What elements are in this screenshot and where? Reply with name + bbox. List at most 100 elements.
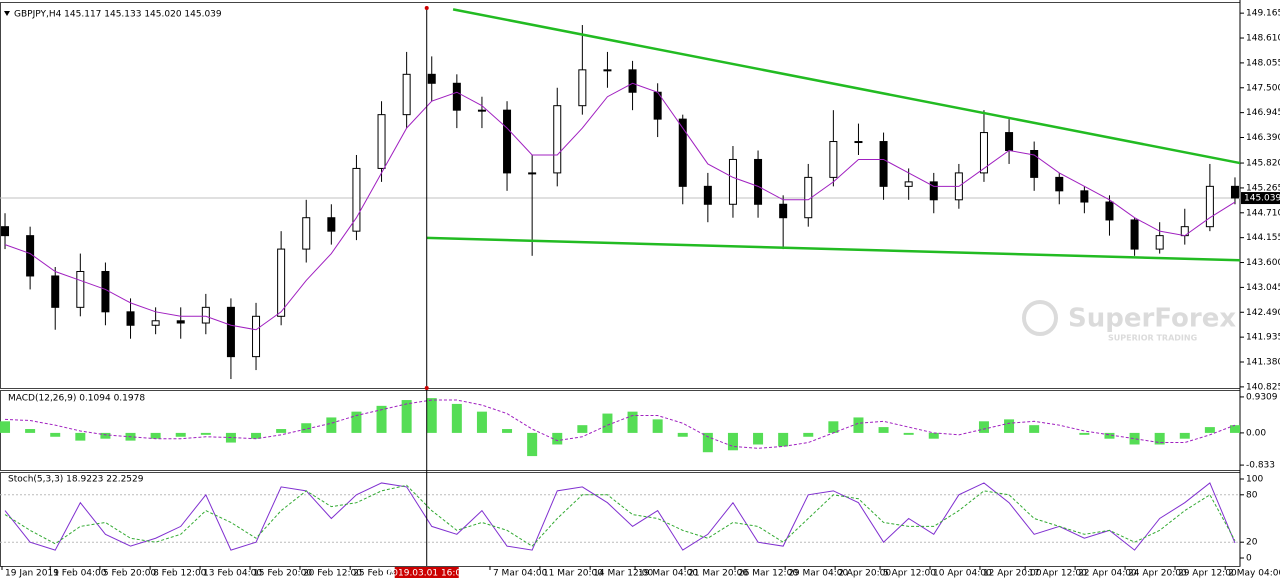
candle-body (201, 306, 210, 324)
candle-body (1155, 235, 1164, 250)
candle-body (226, 306, 235, 358)
macd-bar (502, 429, 513, 433)
x-tick-label: 15 Feb 20:00 (253, 569, 312, 579)
macd-bar (351, 411, 362, 433)
macd-bar (652, 419, 663, 433)
candle-body (352, 167, 361, 232)
stoch-main (4, 482, 1236, 551)
y-tick-label: 140.825 (1246, 382, 1280, 392)
candle-body (854, 141, 863, 144)
macd-bar (1029, 425, 1040, 433)
candle-body (302, 217, 311, 250)
macd-bar (527, 432, 538, 457)
macd-bar (200, 432, 211, 435)
x-tick-label: 26 Mar 12:00 (738, 569, 798, 579)
y-tick-label: -0.833 (1246, 461, 1275, 471)
y-tick-label: 146.390 (1246, 133, 1280, 143)
candle-body (1105, 201, 1114, 221)
macd-bar (627, 411, 638, 433)
crosshair-dot (424, 6, 429, 10)
candle-body (528, 172, 537, 175)
candle-body (904, 181, 913, 187)
candle-body (1130, 219, 1139, 250)
chart-title: GBPJPY,H4 145.117 145.133 145.020 145.03… (14, 10, 222, 20)
macd-bar (803, 432, 814, 437)
y-tick-label: 100 (1246, 475, 1263, 485)
macd-bar (50, 432, 61, 437)
macd-bar (251, 432, 262, 439)
candle-body (176, 320, 185, 324)
y-tick-label: 0.00 (1246, 428, 1266, 438)
y-tick-label: 20 (1246, 538, 1258, 548)
candle-body (151, 320, 160, 326)
x-tick-label: 1 Feb 04:00 (53, 569, 107, 579)
macd-bar (1129, 432, 1140, 445)
y-tick-label: 143.045 (1246, 283, 1280, 293)
x-tick-label: 22 Apr 04:00 (1078, 569, 1137, 579)
y-tick-label: 141.380 (1246, 358, 1280, 368)
x-tick-label: 8 Feb 12:00 (153, 569, 207, 579)
macd-bar (677, 432, 688, 437)
watermark: SuperForex SUPERIOR TRADING (1022, 300, 1236, 343)
y-tick-label: 80 (1246, 490, 1258, 500)
candle-body (879, 141, 888, 187)
crosshair-dot (424, 386, 429, 390)
macd-bar (828, 421, 839, 433)
menu-arrow[interactable] (4, 11, 10, 16)
x-tick-label: 21 Mar 20:00 (688, 569, 748, 579)
x-tick-label: 24 Apr 20:00 (1128, 569, 1187, 579)
macd-bar (602, 413, 613, 433)
y-tick-label: 0.9309 (1246, 392, 1278, 402)
macd-bar (727, 432, 738, 451)
candle-body (1230, 185, 1239, 199)
macd-bar (853, 417, 864, 433)
macd-bar (276, 429, 287, 433)
watermark-logo (1022, 300, 1058, 336)
x-tick-label: 13 Feb 04:00 (203, 569, 262, 579)
candle-body (553, 105, 562, 174)
macd-bar (1204, 427, 1215, 433)
watermark-tagline: SUPERIOR TRADING (1108, 334, 1197, 343)
y-tick-label: 143.600 (1246, 258, 1280, 268)
candle-body (728, 158, 737, 205)
crosshair-label: 2019.03.01 16:00 (387, 569, 468, 579)
candle-body (678, 118, 687, 187)
candle-body (277, 248, 286, 317)
macd-bar (778, 432, 789, 447)
macd-bar (0, 421, 11, 433)
x-tick-label: 11 Mar 20:00 (543, 569, 603, 579)
y-tick-label: 148.055 (1246, 58, 1280, 68)
macd-bar (150, 432, 161, 439)
y-tick-label: 145.820 (1246, 159, 1280, 169)
candle-body (76, 270, 85, 308)
y-tick-label: 0 (1246, 554, 1252, 564)
x-tick-label: 19 Jan 2019 (5, 569, 59, 579)
macd-bar (326, 417, 337, 433)
x-tick-label: 17 Apr 12:00 (1028, 569, 1087, 579)
macd-bar (175, 432, 186, 437)
candle-body (754, 158, 763, 205)
candle-body (252, 315, 261, 358)
macd-signal (4, 399, 1236, 449)
macd-bar (753, 432, 764, 445)
macd-bar (1079, 432, 1090, 435)
macd-bar (376, 405, 387, 433)
x-tick-label: 20 Feb 12:00 (303, 569, 362, 579)
candle-body (603, 69, 612, 72)
candle-body (628, 69, 637, 93)
x-tick-label: 14 Mar 12:00 (593, 569, 653, 579)
x-tick-label: 2 Apr 20:00 (838, 569, 891, 579)
macd-bar (577, 425, 588, 433)
macd-bar (928, 432, 939, 439)
trendline (426, 236, 1241, 262)
candle-body (979, 132, 988, 174)
macd-bar (1004, 419, 1015, 433)
candle-body (477, 109, 486, 112)
trendline (452, 8, 1241, 165)
macd-bar (476, 411, 487, 433)
candle-body (1055, 176, 1064, 192)
y-tick-label: 147.500 (1246, 83, 1280, 93)
x-tick-label: 12 Apr 20:00 (983, 569, 1042, 579)
candle-body (578, 69, 587, 107)
